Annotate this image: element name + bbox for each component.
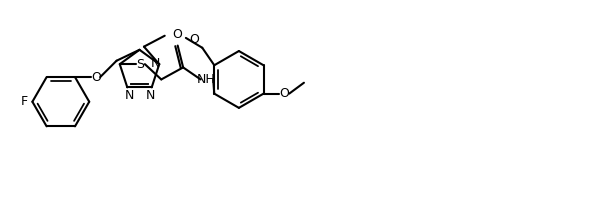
Text: NH: NH bbox=[197, 73, 215, 86]
Text: O: O bbox=[190, 32, 199, 46]
Text: N: N bbox=[145, 89, 155, 102]
Text: F: F bbox=[21, 95, 28, 108]
Text: O: O bbox=[279, 87, 289, 100]
Text: S: S bbox=[137, 58, 145, 71]
Text: O: O bbox=[91, 71, 101, 84]
Text: N: N bbox=[124, 89, 134, 102]
Text: O: O bbox=[173, 28, 182, 41]
Text: N: N bbox=[151, 57, 161, 69]
